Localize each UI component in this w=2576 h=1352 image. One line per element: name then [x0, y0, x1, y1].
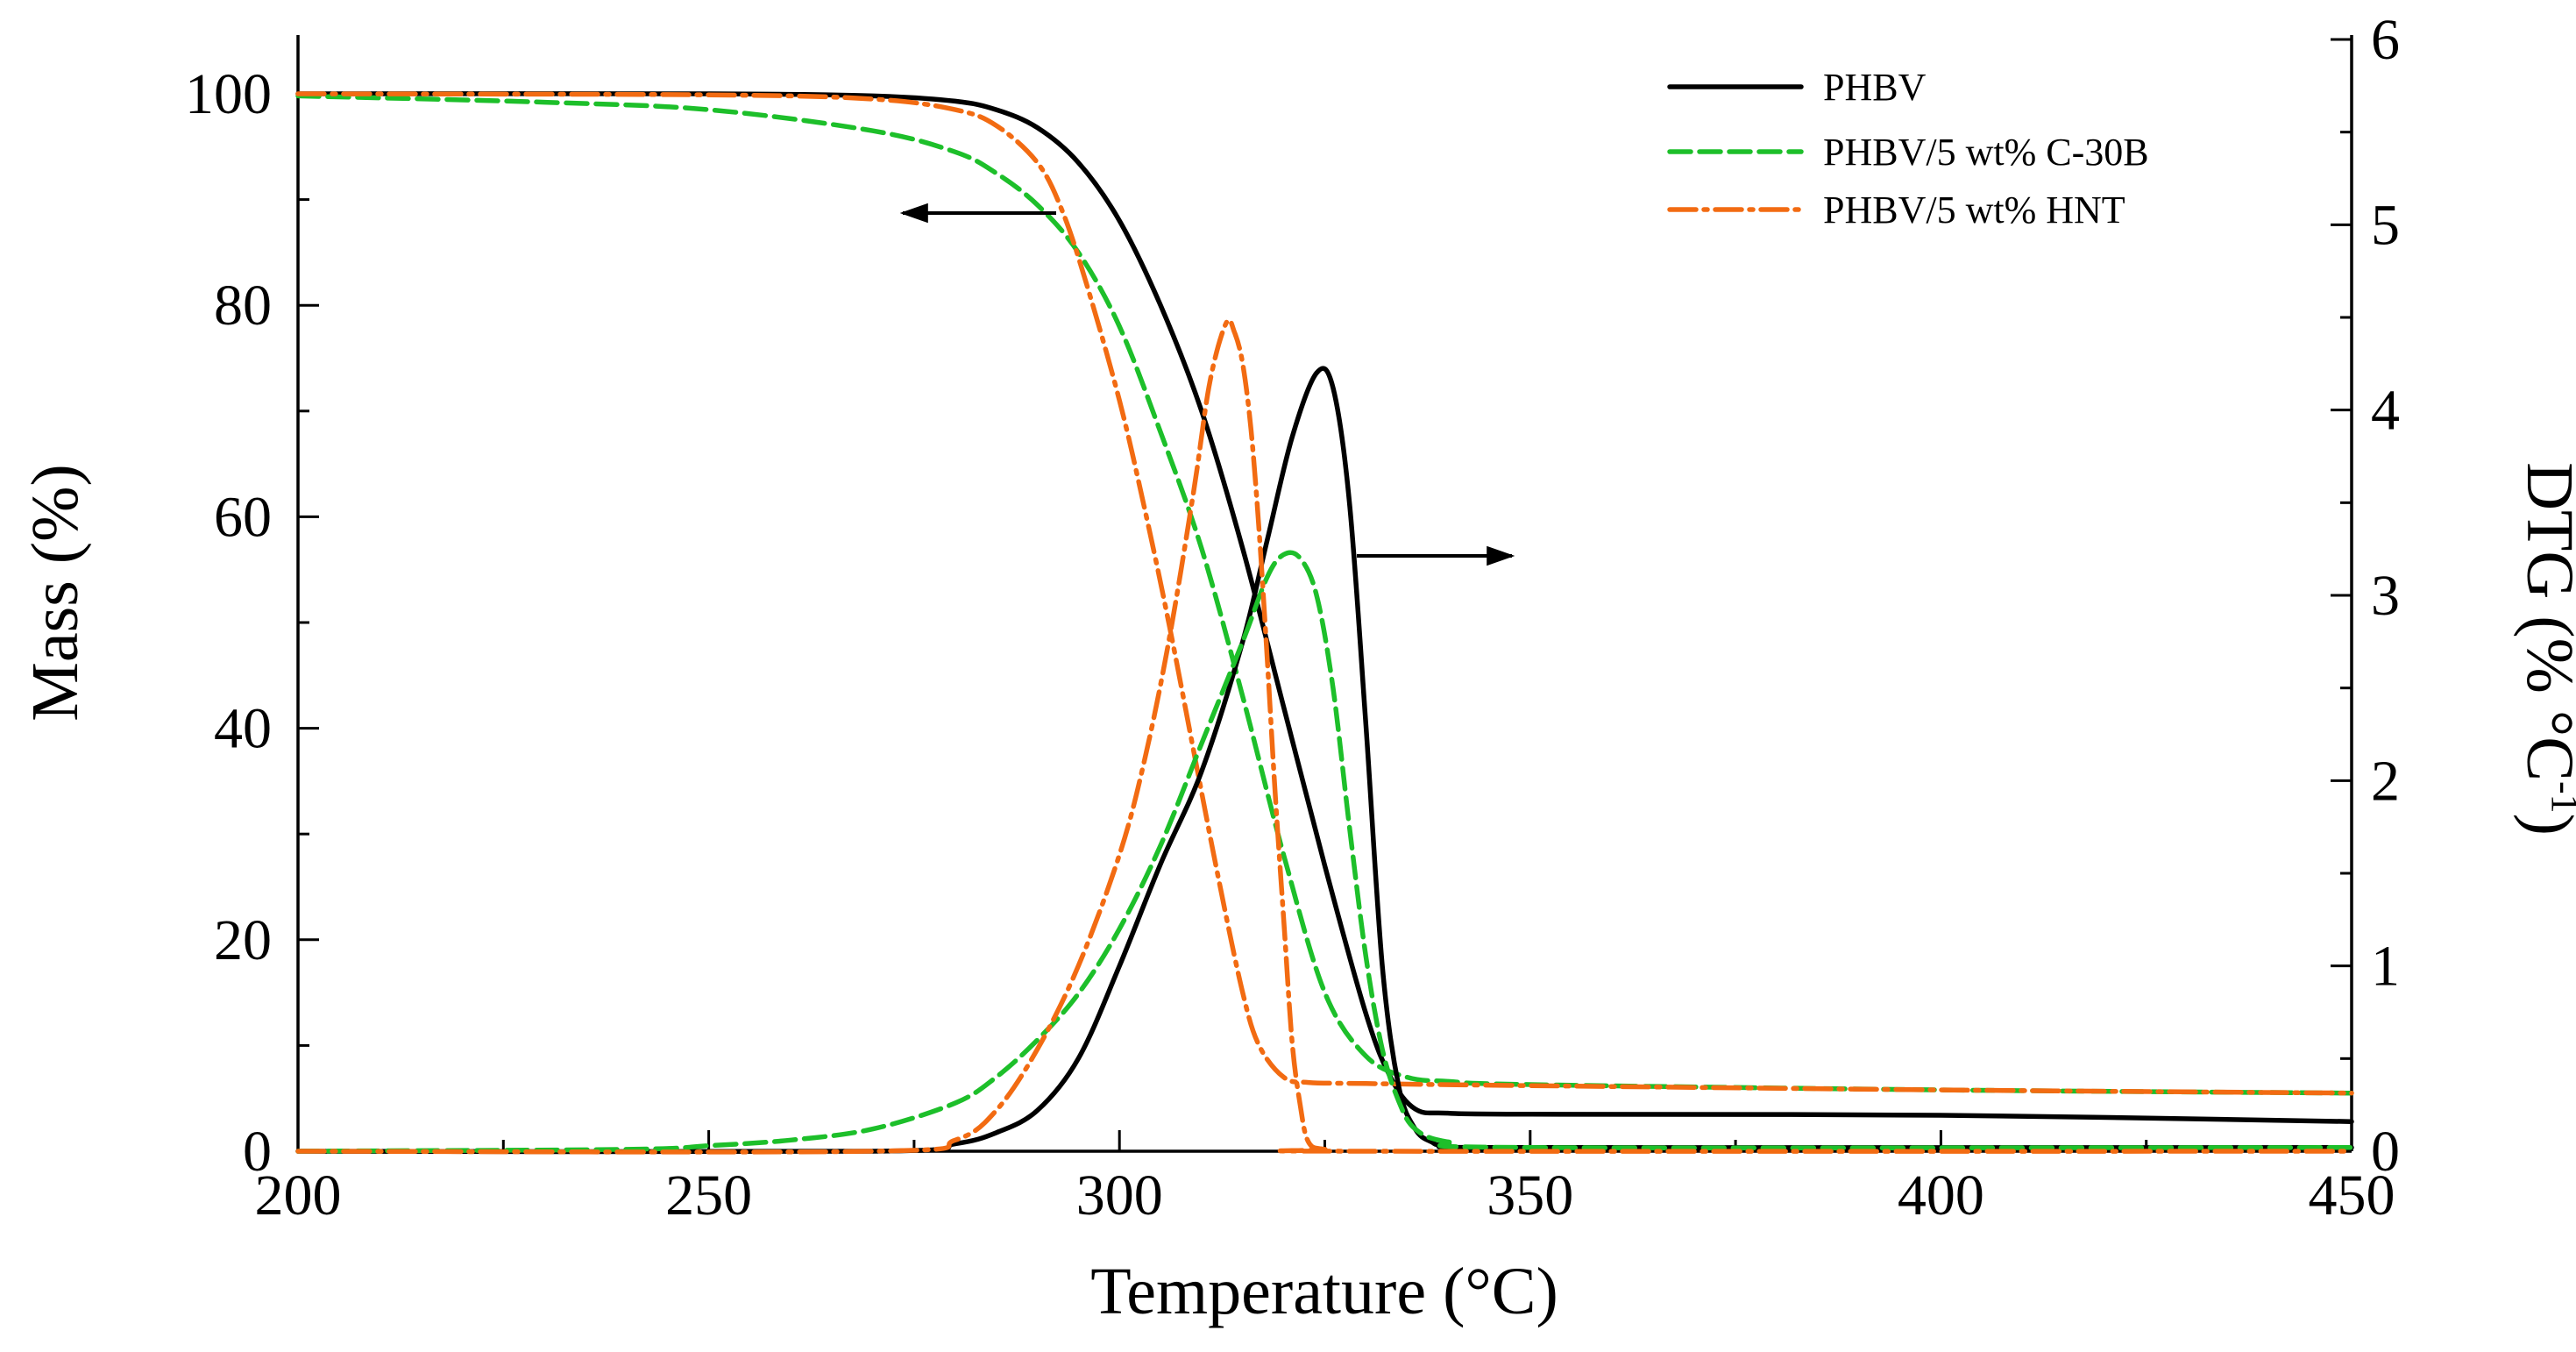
left-y-tick-label: 20 — [214, 908, 272, 972]
x-tick-label: 200 — [255, 1163, 342, 1227]
right-y-axis-title-main: DTG (% °C — [2513, 462, 2576, 781]
x-axis-title: Temperature (°C) — [1090, 1255, 1558, 1328]
right-y-axis-title-close: ) — [2513, 814, 2576, 836]
right-y-tick-label: 2 — [2371, 749, 2400, 813]
series-tga-line-0 — [295, 91, 2354, 1124]
series-dtg-line-5 — [295, 317, 2354, 1155]
legend: PHBV PHBV/5 wt% C-30B PHBV/5 wt% HNT — [1667, 66, 2149, 231]
right-y-tick-label: 4 — [2371, 379, 2400, 443]
legend-label-hnt: PHBV/5 wt% HNT — [1823, 189, 2125, 231]
x-tick-label: 300 — [1076, 1163, 1163, 1227]
right-y-axis-title: DTG (% °C-1) — [2513, 462, 2576, 836]
curves-group — [295, 91, 2354, 1155]
series-tga-line-1 — [295, 93, 2354, 1096]
left-y-tick-label: 40 — [214, 697, 272, 761]
series-dtg-line-4 — [295, 550, 2354, 1154]
x-tick-label: 400 — [1898, 1163, 1984, 1227]
left-y-axis-title: Mass (%) — [18, 464, 92, 721]
right-y-tick-label: 0 — [2371, 1120, 2400, 1184]
left-y-tick-label: 0 — [243, 1120, 272, 1184]
right-y-tick-label: 6 — [2371, 8, 2400, 72]
right-y-axis-title-superscript: -1 — [2544, 781, 2576, 814]
left-y-tick-label: 100 — [185, 62, 272, 126]
x-tick-label: 250 — [665, 1163, 752, 1227]
x-tick-label: 350 — [1487, 1163, 1573, 1227]
left-y-tick-label: 80 — [214, 274, 272, 338]
legend-label-c30b: PHBV/5 wt% C-30B — [1823, 131, 2149, 174]
right-y-tick-label: 1 — [2371, 935, 2400, 999]
right-y-tick-label: 5 — [2371, 193, 2400, 257]
series-tga-line-2 — [295, 91, 2354, 1096]
x-tick-label: 450 — [2309, 1163, 2395, 1227]
series-dtg-line-3 — [295, 366, 2354, 1155]
right-y-tick-label: 3 — [2371, 564, 2400, 628]
legend-label-phbv: PHBV — [1823, 66, 1927, 109]
left-y-tick-label: 60 — [214, 485, 272, 549]
